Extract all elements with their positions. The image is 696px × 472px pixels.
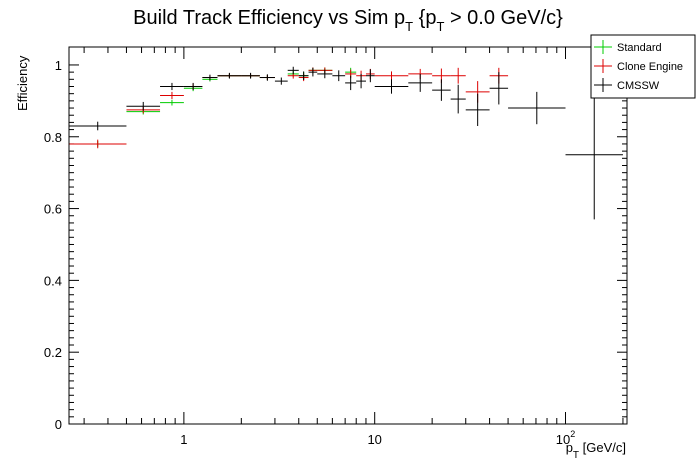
title-main: Build Track Efficiency vs Sim p — [133, 7, 405, 29]
legend-entry-standard: Standard — [594, 40, 662, 54]
y-tick-labels: 0 0.2 0.4 0.6 0.8 1 — [44, 58, 62, 432]
x-axis-label: pT [GeV/c] — [566, 440, 626, 461]
data-point-cmssw — [365, 69, 375, 83]
data-point-cmssw — [450, 84, 466, 114]
data-point-cmssw — [345, 75, 357, 91]
data-point-cmssw — [317, 69, 333, 79]
data-point-cmssw — [374, 79, 409, 94]
legend-label: Standard — [617, 42, 662, 54]
data-point-cmssw — [202, 74, 218, 81]
x-label-main: p — [566, 440, 573, 455]
series-standard — [69, 67, 357, 147]
data-point-cmssw — [160, 82, 184, 91]
series-cmssw — [69, 66, 623, 220]
data-point-cmssw — [69, 121, 127, 131]
data-point-cmssw — [259, 74, 275, 81]
x-tick-label: 102 — [556, 429, 575, 447]
y-tick-label: 0.6 — [44, 202, 62, 217]
data-point-cmssw — [356, 73, 366, 89]
data-point-cmssw — [274, 77, 288, 85]
data-point-cmssw — [332, 70, 346, 82]
plot-frame — [68, 46, 628, 425]
data-point-cmssw — [241, 72, 260, 79]
data-point-cmssw — [508, 91, 566, 125]
legend-label: Clone Engine — [617, 61, 683, 73]
data-point-cmssw — [298, 71, 309, 81]
data-point-clone-engine — [69, 139, 127, 149]
data-point-cmssw — [217, 72, 242, 79]
legend-label: CMSSW — [617, 80, 660, 92]
y-tick-label: 1 — [55, 58, 62, 73]
data-series — [69, 66, 623, 220]
y-tick-label: 0.4 — [44, 273, 62, 288]
data-point-cmssw — [308, 67, 318, 77]
axis-ticks — [69, 47, 627, 425]
data-point-cmssw — [432, 79, 451, 101]
data-point-cmssw — [465, 93, 490, 126]
x-label-unit: [GeV/c] — [579, 440, 626, 455]
y-tick-label: 0 — [55, 417, 62, 432]
series-clone-engine — [69, 67, 509, 149]
chart-title: Build Track Efficiency vs Sim pT {pT > 0… — [133, 7, 563, 34]
data-point-standard — [160, 99, 184, 106]
title-subscript-1: T — [405, 19, 413, 34]
data-point-clone-engine — [450, 67, 466, 84]
title-subscript-2: T — [436, 19, 444, 34]
x-tick-labels: 1 10 102 — [180, 429, 575, 447]
y-tick-label: 0.2 — [44, 345, 62, 360]
data-point-cmssw — [489, 72, 509, 105]
legend-entry-clone-engine: Clone Engine — [594, 59, 683, 73]
x-tick-label: 10 — [367, 432, 381, 447]
x-tick-label: 1 — [180, 432, 187, 447]
data-point-cmssw — [408, 73, 433, 92]
legend: Standard Clone Engine CMSSW — [590, 34, 696, 99]
y-tick-label: 0.8 — [44, 130, 62, 145]
title-middle: {p — [413, 7, 436, 29]
data-point-cmssw — [183, 82, 203, 91]
data-point-cmssw — [287, 66, 299, 74]
data-point-cmssw — [126, 101, 161, 111]
x-label-subscript: T — [573, 450, 579, 461]
data-point-clone-engine — [160, 91, 184, 100]
data-point-clone-engine — [374, 71, 409, 81]
y-axis-label: Efficiency — [15, 55, 30, 111]
data-point-cmssw — [565, 90, 623, 220]
legend-entry-cmssw: CMSSW — [594, 78, 660, 92]
title-tail: > 0.0 GeV/c} — [444, 7, 563, 29]
